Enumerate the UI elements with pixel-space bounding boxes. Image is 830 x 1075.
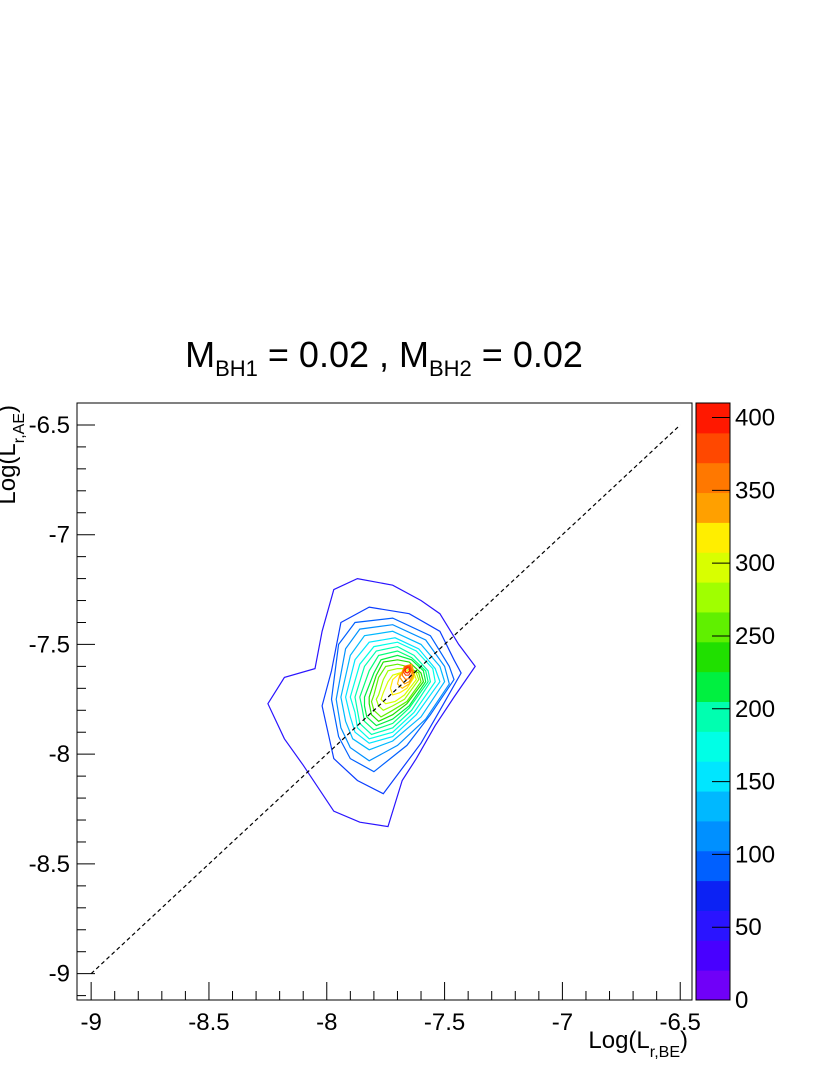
colorbar-band — [696, 880, 730, 911]
colorbar-tick-label: 300 — [735, 550, 775, 577]
x-tick-label: -7 — [552, 1009, 573, 1036]
title-part-4: = 0.02 — [472, 334, 583, 375]
colorbar-band — [696, 671, 730, 702]
colorbar-band — [696, 970, 730, 1001]
contour-level-100 — [340, 630, 446, 751]
colorbar-band — [696, 850, 730, 882]
contour-level-400 — [404, 666, 411, 674]
colorbar-band — [696, 820, 730, 852]
colorbar-band — [696, 522, 730, 553]
plot-frame — [76, 402, 693, 1001]
title-part-0: M — [185, 334, 215, 375]
contour-lines — [267, 577, 476, 828]
colorbar-band — [696, 403, 730, 434]
x-tick-label: -8 — [316, 1009, 337, 1036]
colorbar-band — [696, 552, 730, 583]
y-label-sub: r,AE — [11, 413, 28, 443]
contour-level-80 — [335, 624, 450, 762]
colorbar-band — [696, 432, 730, 464]
x-tick-label: -6.5 — [660, 1009, 701, 1036]
colorbar-band — [696, 791, 730, 822]
x-label-close: ) — [680, 1027, 688, 1054]
contour-level-120 — [344, 637, 441, 744]
y-axis-label: Log(Lr,AE) — [0, 405, 28, 505]
colorbar-band — [696, 492, 730, 523]
contour-level-180 — [359, 650, 429, 731]
plot-area: -9 -8.5 -8 -7.5 -7 -6.5 -6.5 -7 -7.5 -8 -8.5 -9 — [29, 402, 701, 1036]
colorbar-tick-label: 200 — [735, 696, 775, 723]
contour-level-20 — [267, 577, 476, 828]
y-tick-label: -9 — [49, 961, 70, 988]
y-label-close: ) — [0, 405, 21, 413]
y-label-main: Log(L — [0, 443, 21, 504]
diagonal-reference-line — [90, 424, 681, 975]
contour-level-360 — [401, 664, 414, 681]
x-tick-label: -9 — [80, 1009, 101, 1036]
y-tick-label: -6.5 — [29, 412, 70, 439]
colorbar-band — [696, 761, 730, 792]
colorbar-tick-label: 0 — [735, 987, 748, 1014]
colorbar-band — [696, 582, 730, 613]
y-tick-label: -8 — [49, 741, 70, 768]
x-axis: -9 -8.5 -8 -7.5 -7 -6.5 — [80, 982, 701, 1036]
colorbar-band — [696, 910, 730, 941]
contour-level-40 — [321, 606, 462, 795]
colorbar-band — [696, 940, 730, 971]
colorbar: 0 50 100 150 200 250 300 350 400 — [695, 402, 775, 1014]
colorbar-band — [696, 641, 730, 673]
y-tick-label: -7.5 — [29, 631, 70, 658]
x-axis-label: Log(Lr,BE) — [588, 1027, 688, 1061]
colorbar-tick-label: 150 — [735, 769, 775, 796]
colorbar-tick-label: 350 — [735, 477, 775, 504]
colorbar-tick-label: 50 — [735, 914, 762, 941]
contour-level-380 — [402, 665, 412, 676]
colorbar-band — [696, 701, 730, 732]
y-tick-label: -8.5 — [29, 851, 70, 878]
contour-level-280 — [380, 670, 417, 705]
x-tick-label: -8.5 — [188, 1009, 229, 1036]
title-part-2: = 0.02 , M — [258, 334, 429, 375]
colorbar-band — [696, 731, 730, 762]
x-tick-label: -7.5 — [424, 1009, 465, 1036]
title-part-1: BH1 — [215, 356, 258, 381]
contour-level-140 — [349, 641, 436, 740]
x-label-sub: r,BE — [650, 1044, 680, 1061]
contour-level-200 — [363, 654, 427, 727]
colorbar-band — [696, 611, 730, 643]
y-tick-label: -7 — [49, 522, 70, 549]
colorbar-tick-label: 400 — [735, 405, 775, 432]
contour-level-220 — [368, 659, 425, 723]
colorbar-band — [696, 462, 730, 494]
colorbar-tick-label: 100 — [735, 841, 775, 868]
chart-title: MBH1 = 0.02 , MBH2 = 0.02 — [185, 334, 583, 381]
x-label-main: Log(L — [588, 1027, 649, 1054]
contour-level-60 — [330, 617, 455, 773]
title-part-3: BH2 — [429, 356, 472, 381]
colorbar-tick-label: 250 — [735, 623, 775, 650]
y-axis: -6.5 -7 -7.5 -8 -8.5 -9 — [29, 402, 95, 997]
